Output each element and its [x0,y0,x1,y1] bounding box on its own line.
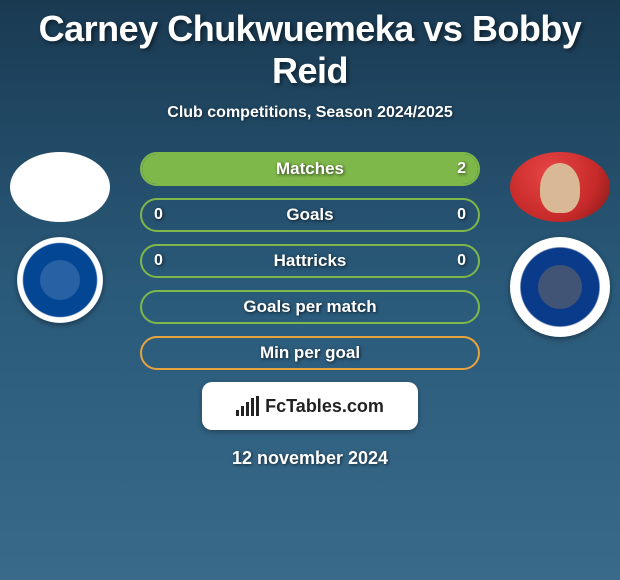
stat-row: 0 0 Goals [140,198,480,232]
stat-value-left: 0 [154,206,163,224]
stat-label: Hattricks [274,251,347,271]
club-badge-right [510,237,610,337]
stat-row: Goals per match [140,290,480,324]
subtitle: Club competitions, Season 2024/2025 [0,104,620,122]
page-title: Carney Chukwuemeka vs Bobby Reid [0,0,620,92]
player-left-column [10,152,110,323]
club-badge-left [17,237,103,323]
comparison-area: 2 Matches 0 0 Goals 0 0 Hattricks Goals per matc… [0,152,620,469]
stat-value-right: 0 [457,252,466,270]
stat-label: Goals [286,205,333,225]
stat-label: Matches [276,159,344,179]
stat-value-right: 0 [457,206,466,224]
stat-row: 0 0 Hattricks [140,244,480,278]
player-right-photo [510,152,610,222]
stat-value-right: 2 [457,160,466,178]
footer-date: 12 november 2024 [0,448,620,469]
player-left-photo [10,152,110,222]
stat-value-left: 0 [154,252,163,270]
stat-label: Min per goal [260,343,360,363]
stat-row: 2 Matches [140,152,480,186]
chart-icon [236,396,259,416]
footer-logo: FcTables.com [202,382,418,430]
player-right-column [510,152,610,337]
stats-rows: 2 Matches 0 0 Goals 0 0 Hattricks Goals per matc… [140,152,480,370]
stat-label: Goals per match [243,297,376,317]
stat-row: Min per goal [140,336,480,370]
footer-logo-text: FcTables.com [265,396,384,417]
